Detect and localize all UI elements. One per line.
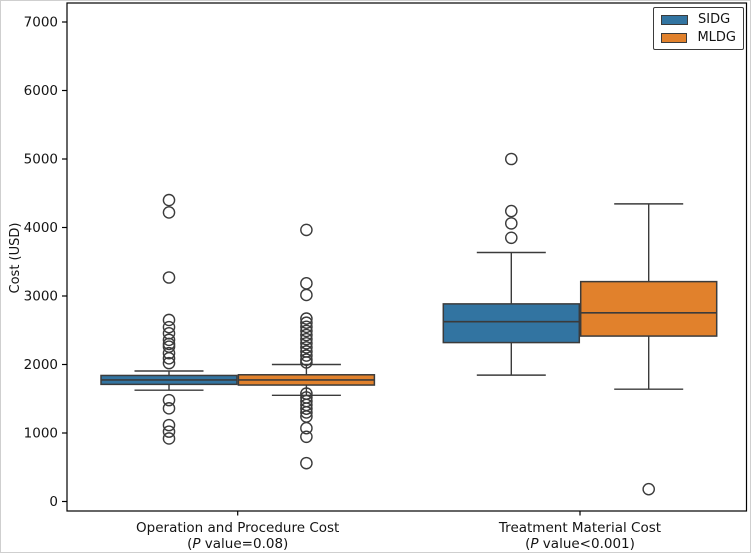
y-tick-label: 7000 (24, 15, 58, 31)
legend-swatch-mldg (661, 32, 688, 43)
y-tick-label: 3000 (24, 289, 58, 305)
legend-label-mldg: MLDG (697, 30, 736, 45)
outlier-sidg-2 (504, 204, 518, 218)
x-category-label-2: Treatment Material Cost (498, 520, 661, 536)
outlier-mldg-1 (300, 320, 313, 334)
y-axis-label: Cost (USD) (8, 223, 23, 294)
outlier-sidg-1 (162, 418, 176, 432)
legend: SIDG MLDG (653, 7, 744, 50)
outlier-mldg-1 (300, 402, 313, 415)
outlier-mldg-1 (300, 288, 313, 302)
y-tick-label: 0 (49, 494, 58, 510)
y-tick-label: 6000 (24, 83, 58, 99)
box-mldg-2 (579, 280, 718, 337)
outlier-mldg-1 (300, 316, 313, 330)
axes-frame (66, 2, 748, 512)
y-tick-label: 5000 (24, 152, 58, 168)
outlier-sidg-1 (162, 333, 176, 347)
outlier-sidg-2 (504, 231, 518, 245)
outlier-sidg-1 (162, 402, 176, 415)
outlier-mldg-1 (300, 328, 313, 342)
outlier-sidg-1 (162, 352, 176, 365)
outlier-sidg-1 (162, 432, 176, 445)
legend-swatch-sidg (661, 14, 688, 25)
outlier-sidg-1 (162, 206, 176, 219)
y-tick-label: 2000 (24, 357, 58, 373)
outlier-mldg-1 (300, 406, 313, 419)
x-category-label-1: Operation and Procedure Cost (136, 520, 339, 536)
outlier-sidg-1 (162, 346, 176, 360)
outlier-sidg-2 (504, 152, 518, 166)
legend-item-sidg: SIDG (661, 13, 736, 26)
outlier-mldg-2 (642, 482, 656, 496)
legend-item-mldg: MLDG (661, 31, 736, 44)
outlier-mldg-1 (300, 312, 313, 325)
outlier-mldg-1 (300, 349, 313, 362)
outlier-sidg-1 (162, 393, 176, 407)
outlier-mldg-1 (300, 430, 313, 444)
outlier-sidg-1 (162, 271, 176, 284)
outlier-mldg-1 (300, 332, 313, 346)
outlier-sidg-1 (162, 356, 176, 370)
outlier-mldg-1 (300, 341, 313, 354)
x-category-pvalue-2: (P value<0.001) (525, 536, 635, 552)
outlier-mldg-1 (300, 324, 313, 338)
box-sidg-2 (442, 303, 581, 344)
outlier-mldg-1 (300, 421, 313, 435)
outlier-mldg-1 (300, 336, 313, 350)
outlier-sidg-1 (162, 313, 176, 327)
y-tick-label: 4000 (24, 220, 58, 236)
outlier-sidg-1 (162, 320, 176, 334)
x-category-pvalue-1: (P value=0.08) (187, 536, 288, 552)
outlier-sidg-1 (162, 193, 176, 207)
outlier-sidg-2 (504, 217, 518, 230)
outlier-sidg-1 (162, 425, 176, 438)
y-tick-label: 1000 (24, 426, 58, 442)
outlier-mldg-1 (300, 356, 313, 369)
outlier-mldg-1 (300, 456, 313, 470)
legend-label-sidg: SIDG (698, 12, 731, 27)
outlier-mldg-1 (300, 223, 313, 237)
